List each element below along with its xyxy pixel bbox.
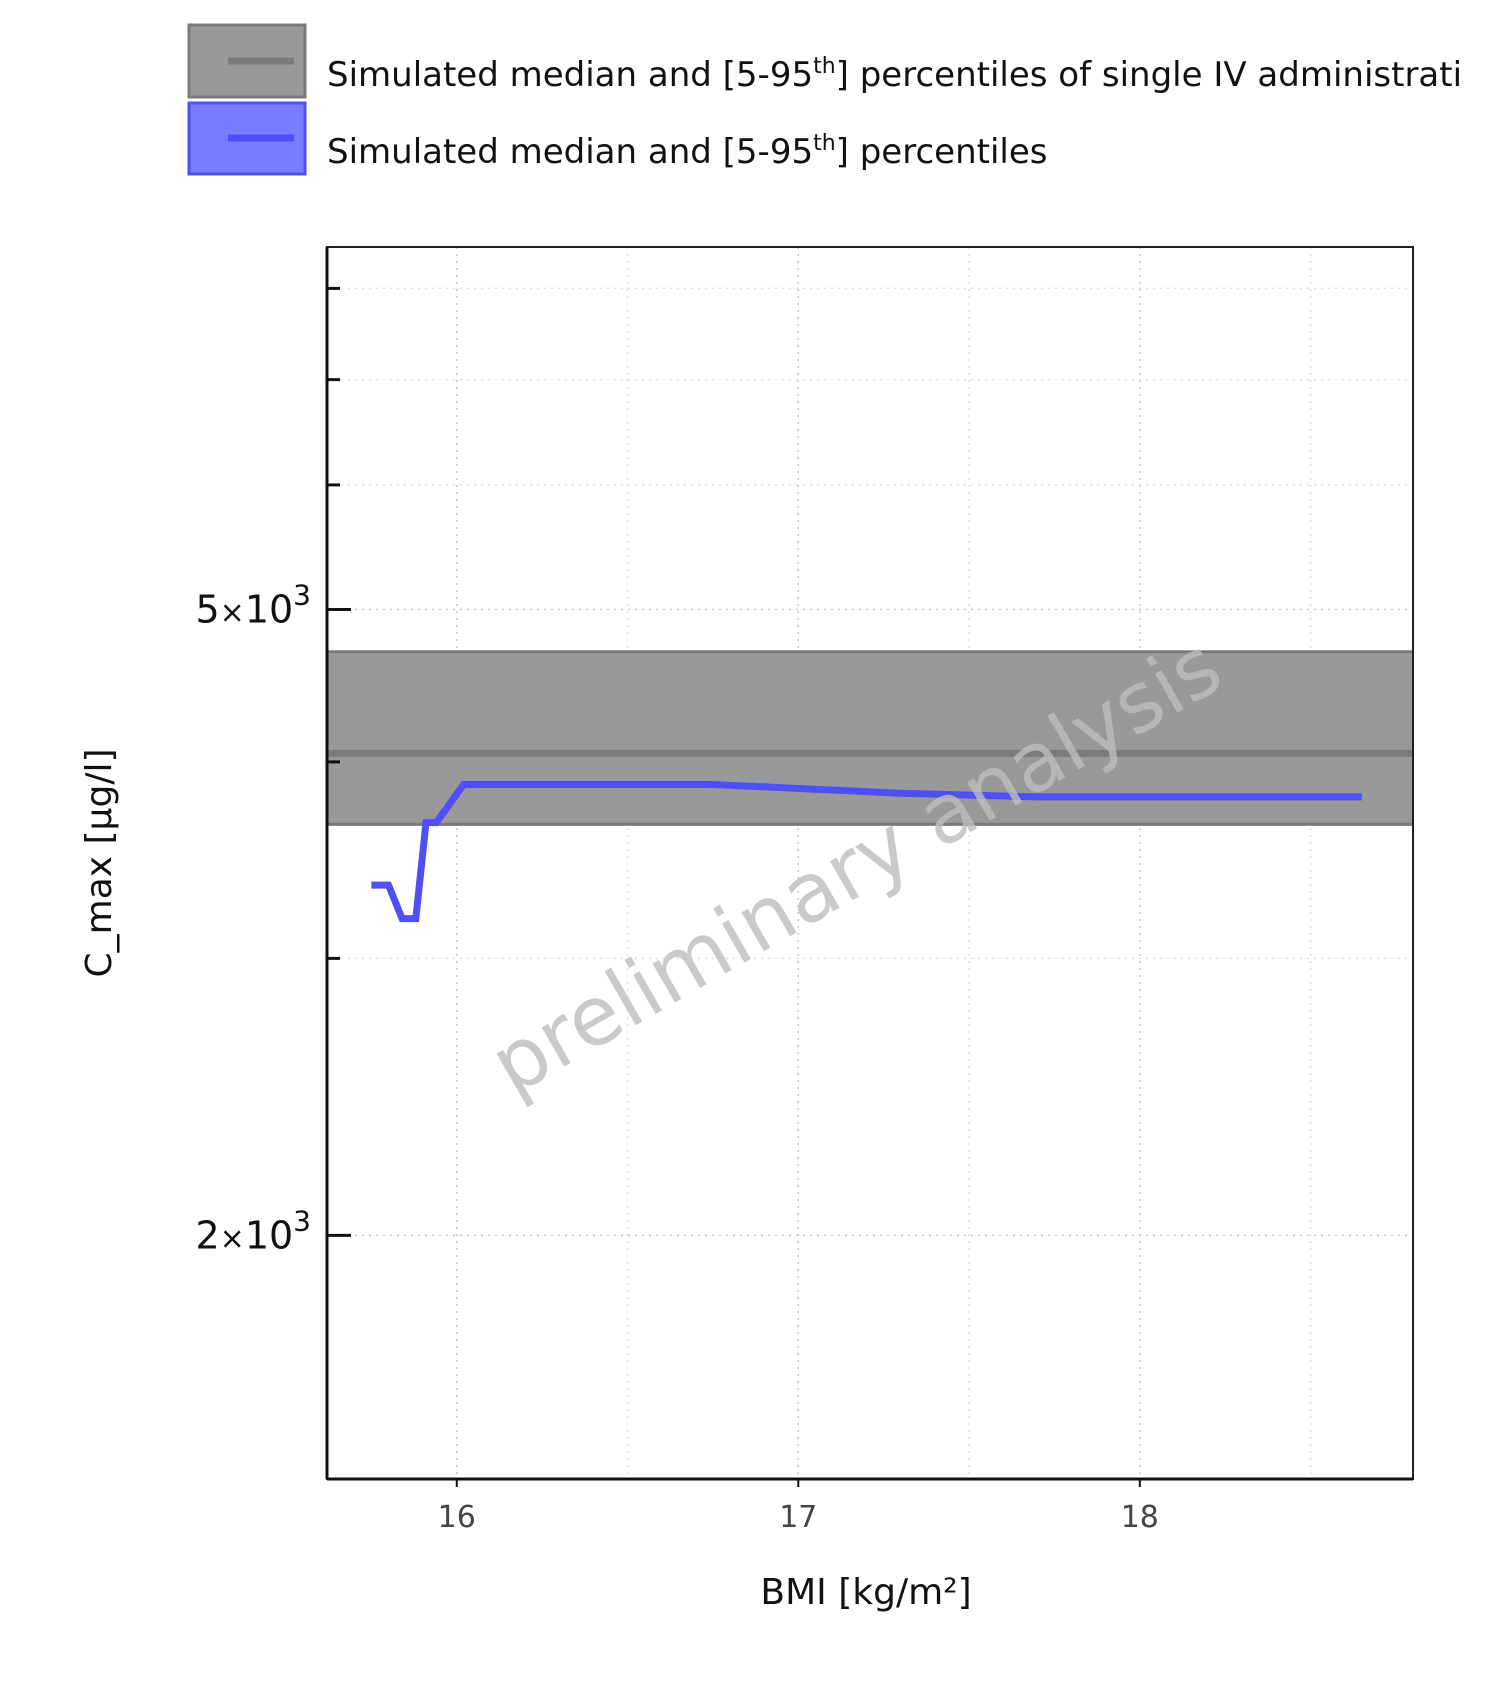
x-tick-label: 18 <box>1121 1500 1159 1535</box>
x-axis-title: BMI [kg/m²] <box>760 1572 971 1613</box>
y-tick-exponent: 3 <box>293 578 311 611</box>
y-tick-base: 10 <box>245 587 293 631</box>
y-tick-times: × <box>220 595 245 630</box>
y-tick-label: 2×103 <box>195 1204 311 1257</box>
series-lines <box>371 781 1362 923</box>
y-tick-mantissa: 2 <box>195 1213 219 1257</box>
legend-entry-simulation: Simulated median and [5-95th] percentile… <box>187 101 1047 176</box>
y-tick-base: 10 <box>245 1213 293 1257</box>
y-tick-exponent: 3 <box>293 1204 311 1237</box>
x-tick-label: 17 <box>779 1500 817 1535</box>
plot-background <box>327 247 1413 1479</box>
y-tick-mantissa: 5 <box>195 587 219 631</box>
legend-label-simulation: Simulated median and [5-95th] percentile… <box>327 131 1047 172</box>
y-tick-label: 5×103 <box>195 578 311 631</box>
x-tick-label: 16 <box>438 1500 476 1535</box>
y-axis-title: C_max [µg/l] <box>79 749 120 978</box>
series-line-0 <box>371 781 1362 923</box>
legend: Simulated median and [5-95th] percentile… <box>187 23 1462 176</box>
x-axis: 16 17 18 <box>438 1479 1159 1535</box>
legend-label-reference: Simulated median and [5-95th] percentile… <box>327 54 1462 95</box>
legend-entry-reference: Simulated median and [5-95th] percentile… <box>187 23 1462 99</box>
y-tick-times: × <box>220 1221 245 1256</box>
